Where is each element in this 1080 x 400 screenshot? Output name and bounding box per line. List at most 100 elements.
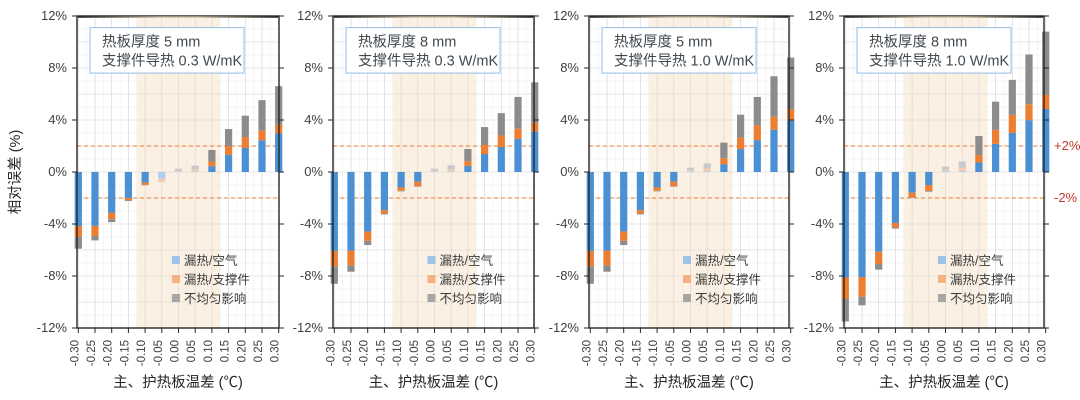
svg-text:-0.30: -0.30 [836, 340, 848, 366]
svg-text:0.05: 0.05 [442, 340, 454, 362]
svg-text:-0.20: -0.20 [870, 340, 882, 366]
svg-text:漏热/空气: 漏热/空气 [695, 253, 749, 268]
svg-text:4%: 4% [48, 112, 67, 127]
svg-text:0.10: 0.10 [459, 340, 471, 362]
svg-text:-0.30: -0.30 [581, 340, 593, 366]
svg-text:12%: 12% [553, 8, 579, 23]
svg-text:-0.10: -0.10 [903, 340, 915, 366]
svg-text:主、护热板温差 (℃): 主、护热板温差 (℃) [113, 373, 243, 391]
svg-text:不均匀影响: 不均匀影响 [950, 291, 1013, 306]
svg-text:12%: 12% [41, 8, 67, 23]
svg-text:不均匀影响: 不均匀影响 [184, 291, 247, 306]
svg-text:0.00: 0.00 [937, 340, 949, 362]
svg-text:-0.30: -0.30 [325, 340, 337, 366]
svg-text:0.10: 0.10 [970, 340, 982, 362]
svg-text:0%: 0% [560, 164, 579, 179]
svg-text:漏热/空气: 漏热/空气 [950, 253, 1004, 268]
svg-text:主、护热板温差 (℃): 主、护热板温差 (℃) [624, 373, 754, 391]
svg-text:0.30: 0.30 [270, 340, 282, 362]
svg-text:-0.15: -0.15 [886, 340, 898, 366]
svg-text:0.20: 0.20 [492, 340, 504, 362]
svg-text:0.00: 0.00 [682, 340, 694, 362]
svg-text:12%: 12% [297, 8, 323, 23]
svg-text:0.15: 0.15 [987, 340, 999, 362]
svg-text:不均匀影响: 不均匀影响 [440, 291, 503, 306]
svg-text:主、护热板温差 (℃): 主、护热板温差 (℃) [879, 373, 1009, 391]
svg-text:+2%: +2% [1054, 138, 1080, 153]
svg-text:支撑件导热 0.3 W/mK: 支撑件导热 0.3 W/mK [358, 53, 499, 70]
svg-text:-0.10: -0.10 [392, 340, 404, 366]
svg-text:相对误差 (%): 相对误差 (%) [7, 130, 24, 215]
svg-text:8%: 8% [48, 60, 67, 75]
svg-text:热板厚度 8 mm: 热板厚度 8 mm [358, 33, 456, 51]
svg-text:-12%: -12% [37, 320, 68, 335]
svg-text:0.25: 0.25 [253, 340, 265, 362]
svg-text:-0.05: -0.05 [920, 340, 932, 366]
svg-text:-0.05: -0.05 [153, 340, 165, 366]
svg-text:-8%: -8% [44, 268, 68, 283]
svg-text:支撑件导热 1.0 W/mK: 支撑件导热 1.0 W/mK [869, 53, 1010, 70]
svg-text:0.25: 0.25 [1020, 340, 1032, 362]
svg-text:12%: 12% [808, 8, 834, 23]
svg-text:4%: 4% [304, 112, 323, 127]
svg-text:支撑件导热 1.0 W/mK: 支撑件导热 1.0 W/mK [614, 53, 755, 70]
svg-text:-0.10: -0.10 [136, 340, 148, 366]
svg-text:4%: 4% [815, 112, 834, 127]
svg-text:0%: 0% [815, 164, 834, 179]
svg-text:0.30: 0.30 [526, 340, 538, 362]
svg-text:-0.30: -0.30 [69, 340, 81, 366]
svg-text:主、护热板温差 (℃): 主、护热板温差 (℃) [369, 373, 499, 391]
svg-text:0.00: 0.00 [426, 340, 438, 362]
svg-text:-12%: -12% [549, 320, 580, 335]
svg-text:漏热/支撑件: 漏热/支撑件 [440, 272, 506, 287]
svg-text:0.15: 0.15 [220, 340, 232, 362]
svg-text:漏热/支撑件: 漏热/支撑件 [950, 272, 1016, 287]
svg-text:0.20: 0.20 [236, 340, 248, 362]
svg-text:-4%: -4% [811, 216, 835, 231]
svg-text:8%: 8% [815, 60, 834, 75]
svg-text:-12%: -12% [293, 320, 324, 335]
svg-text:-0.15: -0.15 [631, 340, 643, 366]
svg-text:-0.05: -0.05 [409, 340, 421, 366]
svg-text:漏热/空气: 漏热/空气 [440, 253, 494, 268]
svg-text:8%: 8% [560, 60, 579, 75]
svg-text:-0.15: -0.15 [119, 340, 131, 366]
svg-text:-0.25: -0.25 [853, 340, 865, 366]
svg-text:-4%: -4% [300, 216, 324, 231]
svg-text:-0.10: -0.10 [648, 340, 660, 366]
svg-text:0.20: 0.20 [748, 340, 760, 362]
svg-text:4%: 4% [560, 112, 579, 127]
svg-text:-0.20: -0.20 [615, 340, 627, 366]
svg-text:0%: 0% [304, 164, 323, 179]
svg-text:不均匀影响: 不均匀影响 [695, 291, 758, 306]
svg-text:0.25: 0.25 [765, 340, 777, 362]
svg-text:0.05: 0.05 [186, 340, 198, 362]
svg-text:-4%: -4% [44, 216, 68, 231]
svg-text:漏热/支撑件: 漏热/支撑件 [184, 272, 250, 287]
svg-text:-8%: -8% [300, 268, 324, 283]
svg-text:-0.20: -0.20 [103, 340, 115, 366]
svg-text:-8%: -8% [811, 268, 835, 283]
svg-text:0.05: 0.05 [698, 340, 710, 362]
svg-text:0.20: 0.20 [1003, 340, 1015, 362]
svg-text:0.30: 0.30 [782, 340, 794, 362]
svg-text:支撑件导热 0.3 W/mK: 支撑件导热 0.3 W/mK [102, 53, 243, 70]
svg-text:-0.05: -0.05 [665, 340, 677, 366]
svg-text:-8%: -8% [556, 268, 580, 283]
svg-text:漏热/空气: 漏热/空气 [184, 253, 238, 268]
svg-text:8%: 8% [304, 60, 323, 75]
svg-text:0.05: 0.05 [953, 340, 965, 362]
svg-text:0.15: 0.15 [732, 340, 744, 362]
svg-text:漏热/支撑件: 漏热/支撑件 [695, 272, 761, 287]
svg-text:-0.25: -0.25 [86, 340, 98, 366]
svg-text:热板厚度 5 mm: 热板厚度 5 mm [614, 33, 712, 51]
svg-text:0.15: 0.15 [476, 340, 488, 362]
svg-text:0.10: 0.10 [203, 340, 215, 362]
svg-text:-12%: -12% [804, 320, 835, 335]
svg-text:-0.25: -0.25 [342, 340, 354, 366]
svg-text:-2%: -2% [1054, 190, 1078, 205]
svg-text:0.30: 0.30 [1037, 340, 1049, 362]
svg-text:热板厚度 8 mm: 热板厚度 8 mm [869, 33, 967, 51]
svg-text:0%: 0% [48, 164, 67, 179]
svg-text:-4%: -4% [556, 216, 580, 231]
